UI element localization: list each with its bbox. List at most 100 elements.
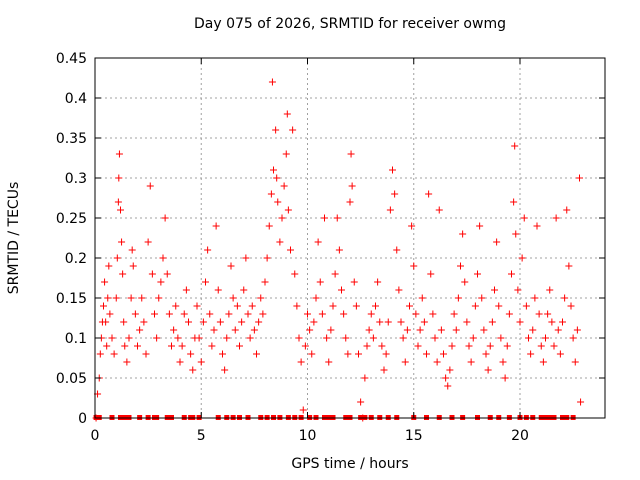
data-point: [299, 406, 307, 414]
data-point: [223, 334, 231, 342]
data-point: [535, 310, 543, 318]
data-point: [323, 334, 331, 342]
data-point: [316, 278, 324, 286]
data-point: [214, 286, 222, 294]
data-point: [110, 350, 118, 358]
data-point: [380, 366, 388, 374]
data-point: [331, 270, 339, 278]
data-point: [146, 182, 154, 190]
data-point: [172, 302, 180, 310]
data-point: [295, 334, 303, 342]
data-point: [101, 278, 109, 286]
data-point: [457, 262, 464, 270]
data-point: [397, 318, 405, 326]
data-point: [518, 254, 526, 262]
data-point: [374, 278, 382, 286]
data-point: [115, 150, 123, 158]
grid-lines: [95, 58, 605, 418]
data-point: [340, 310, 348, 318]
data-point: [178, 342, 186, 350]
data-point: [510, 198, 518, 206]
data-point: [140, 318, 148, 326]
data-point: [259, 310, 267, 318]
data-point: [408, 222, 416, 230]
data-point: [369, 334, 377, 342]
data-point: [174, 334, 182, 342]
data-point: [484, 366, 492, 374]
data-point: [514, 286, 522, 294]
x-axis-ticks: 0 5 10 15 20: [91, 58, 529, 444]
y-tick-label: 0.4: [65, 91, 87, 107]
plot-frame: [94, 57, 606, 419]
data-point: [229, 294, 237, 302]
data-point: [301, 342, 309, 350]
x-tick-label: 20: [511, 428, 529, 444]
data-point: [450, 310, 458, 318]
data-point: [416, 326, 424, 334]
data-point: [435, 206, 443, 214]
data-point: [567, 302, 575, 310]
data-point: [120, 318, 128, 326]
data-point: [270, 166, 277, 174]
data-point: [382, 350, 390, 358]
data-point: [238, 318, 246, 326]
data-point: [265, 222, 273, 230]
data-point: [106, 310, 114, 318]
data-point: [476, 222, 484, 230]
data-point: [338, 286, 345, 294]
data-point: [542, 334, 549, 342]
data-point: [148, 270, 156, 278]
data-point: [348, 182, 356, 190]
data-point: [193, 302, 201, 310]
data-point: [118, 238, 126, 246]
data-point: [267, 190, 275, 198]
data-point: [440, 350, 447, 358]
data-point: [486, 342, 494, 350]
data-point: [363, 342, 371, 350]
data-point: [431, 334, 439, 342]
y-tick-label: 0.1: [65, 331, 87, 347]
data-point: [282, 150, 290, 158]
data-point: [204, 246, 212, 254]
data-point: [278, 214, 286, 222]
data-point: [312, 294, 320, 302]
data-point: [321, 214, 328, 222]
data-point: [429, 310, 437, 318]
data-point: [165, 310, 173, 318]
data-point: [151, 310, 158, 318]
data-point: [257, 294, 265, 302]
data-point: [108, 334, 116, 342]
data-point: [556, 350, 564, 358]
data-point: [244, 310, 252, 318]
data-point: [452, 326, 460, 334]
y-tick-label: 0.2: [65, 251, 87, 267]
data-point: [367, 310, 375, 318]
data-point: [511, 142, 519, 150]
data-point: [503, 342, 511, 350]
x-tick-label: 5: [197, 428, 206, 444]
data-point: [493, 238, 501, 246]
data-point: [522, 302, 530, 310]
x-axis-label: GPS time / hours: [291, 456, 409, 472]
y-tick-label: 0.45: [56, 51, 87, 67]
data-point: [499, 358, 507, 366]
data-point: [552, 214, 560, 222]
data-point: [155, 294, 163, 302]
y-tick-label: 0: [78, 411, 87, 427]
data-point: [272, 126, 280, 134]
data-point: [347, 150, 355, 158]
y-tick-label: 0.35: [56, 131, 87, 147]
data-point: [378, 342, 386, 350]
data-point: [289, 126, 297, 134]
data-point: [291, 270, 299, 278]
data-point: [123, 358, 131, 366]
data-point: [571, 358, 579, 366]
data-point: [414, 342, 422, 350]
data-point: [393, 246, 401, 254]
data-point: [433, 358, 441, 366]
data-point: [505, 310, 513, 318]
data-point: [342, 334, 350, 342]
data-point: [533, 222, 541, 230]
data-point: [569, 334, 577, 342]
data-point: [212, 222, 220, 230]
